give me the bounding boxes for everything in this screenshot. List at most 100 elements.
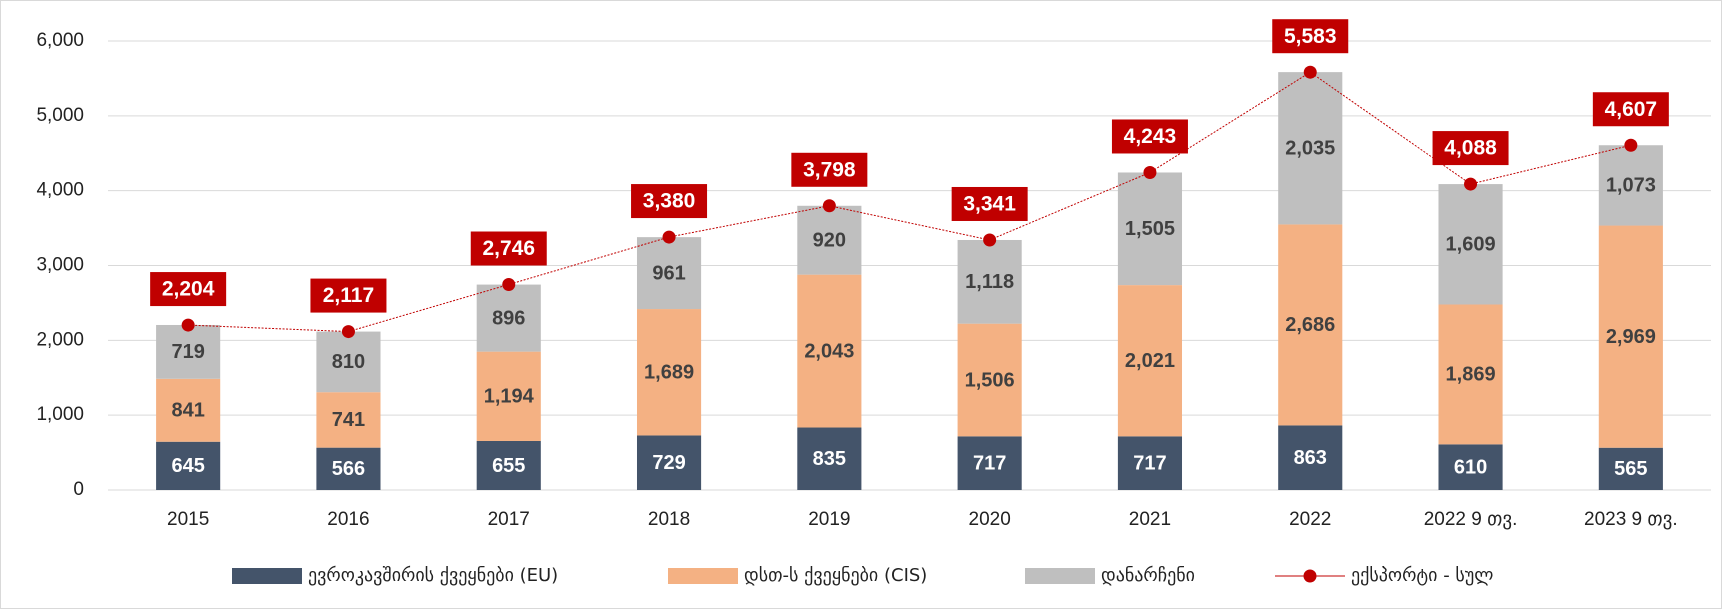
total-label-box [1272, 19, 1349, 54]
total-point [181, 318, 195, 332]
total-value-label: 4,243 [1124, 125, 1177, 148]
x-tick-label: 2017 [488, 509, 530, 530]
bar-segment [316, 392, 381, 448]
x-tick-label: 2019 [808, 509, 850, 530]
bar-value-label: 729 [652, 452, 685, 474]
bar-value-label: 1,118 [965, 271, 1014, 293]
total-label-box [951, 186, 1028, 221]
bar-value-label: 2,043 [804, 340, 854, 362]
total-label-box [1592, 92, 1669, 127]
bar-segment [476, 440, 541, 490]
x-tick-label: 2022 9 თვ. [1424, 509, 1518, 530]
bar-segment [1117, 436, 1183, 490]
bar-value-label: 841 [171, 400, 204, 422]
x-tick-label: 2023 9 თვ. [1584, 509, 1678, 530]
bar-segment [636, 237, 702, 310]
total-label-box [150, 272, 227, 307]
bar-value-label: 2,969 [1606, 326, 1656, 348]
legend-label: დსთ-ს ქვეყნები (CIS) [744, 565, 927, 586]
bar-value-label: 1,505 [1125, 218, 1175, 240]
bar-segment [156, 378, 221, 442]
total-point [1303, 65, 1317, 79]
y-tick-label: 5,000 [36, 105, 84, 126]
bar-segment [1117, 285, 1183, 437]
x-tick-label: 2018 [648, 509, 690, 530]
bar-segment [1438, 444, 1503, 490]
bar-segment [636, 435, 702, 490]
legend-swatch [232, 568, 302, 584]
bar-segment [1438, 304, 1503, 445]
bar-value-label: 741 [332, 409, 365, 431]
bar-segment [156, 441, 221, 490]
bar-value-label: 1,073 [1606, 175, 1656, 197]
bar-segment [1278, 224, 1343, 426]
bar-segment [316, 447, 381, 490]
total-value-label: 5,583 [1284, 25, 1337, 48]
y-tick-label: 6,000 [36, 30, 84, 51]
bar-segment [1438, 184, 1503, 305]
total-point [983, 233, 997, 247]
total-value-label: 2,746 [482, 237, 535, 260]
bar-segment [1117, 172, 1183, 286]
total-label-box [631, 184, 708, 219]
bar-segment [797, 427, 862, 490]
total-line [188, 71, 1631, 333]
total-value-label: 2,204 [162, 278, 215, 301]
bar-segment [957, 239, 1022, 324]
bar-value-label: 1,194 [484, 386, 535, 408]
y-tick-label: 1,000 [36, 404, 84, 425]
bar-segment [1598, 447, 1663, 490]
total-label-box [470, 231, 547, 266]
bar-value-label: 1,689 [644, 362, 694, 384]
bar-value-label: 920 [813, 229, 846, 251]
bar-value-label: 1,609 [1446, 234, 1496, 256]
total-label-box [310, 278, 387, 313]
bar-value-label: 655 [492, 455, 525, 477]
total-point [502, 278, 516, 292]
total-label-box [1111, 119, 1188, 154]
bar-value-label: 835 [813, 448, 846, 470]
bar-value-label: 1,869 [1446, 364, 1496, 386]
total-point [1143, 165, 1157, 179]
bar-segment [316, 331, 381, 393]
bar-segment [476, 284, 541, 352]
bar-segment [797, 205, 862, 275]
x-tick-label: 2015 [167, 509, 209, 530]
bar-value-label: 717 [973, 452, 1006, 474]
bar-value-label: 566 [332, 458, 365, 480]
x-tick-label: 2021 [1129, 509, 1171, 530]
total-point [822, 199, 836, 213]
y-tick-label: 3,000 [36, 255, 84, 276]
legend-label: ექსპორტი - სულ [1351, 565, 1493, 586]
bar-value-label: 1,506 [965, 369, 1015, 391]
x-tick-label: 2020 [969, 509, 1011, 530]
total-value-label: 3,341 [963, 193, 1016, 216]
bar-value-label: 719 [171, 341, 204, 363]
bar-value-label: 810 [332, 351, 365, 373]
total-point [1464, 177, 1478, 191]
total-label-box [1432, 131, 1509, 166]
bar-segment [156, 324, 221, 379]
bar-value-label: 896 [492, 307, 525, 329]
y-tick-label: 2,000 [36, 329, 84, 350]
bar-value-label: 565 [1614, 458, 1647, 480]
bar-value-label: 610 [1454, 456, 1487, 478]
y-tick-label: 4,000 [36, 180, 84, 201]
legend-swatch [668, 568, 738, 584]
bar-value-label: 717 [1133, 452, 1166, 474]
bar-segment [957, 436, 1022, 490]
total-label-box [791, 152, 868, 187]
total-point [341, 325, 355, 339]
legend: ევროკავშირის ქვეყნები (EU) დსთ-ს ქვეყნები… [232, 565, 1493, 586]
legend-label: ევროკავშირის ქვეყნები (EU) [308, 565, 558, 586]
total-point [662, 230, 676, 244]
legend-label: დანარჩენი [1101, 565, 1195, 586]
legend-marker [1303, 569, 1317, 583]
bar-value-label: 2,035 [1285, 138, 1335, 160]
bar-value-label: 2,686 [1285, 314, 1335, 336]
total-value-label: 4,607 [1605, 98, 1658, 121]
bar-value-label: 863 [1294, 447, 1327, 469]
total-value-label: 3,380 [643, 190, 696, 213]
bar-segment [797, 274, 862, 428]
